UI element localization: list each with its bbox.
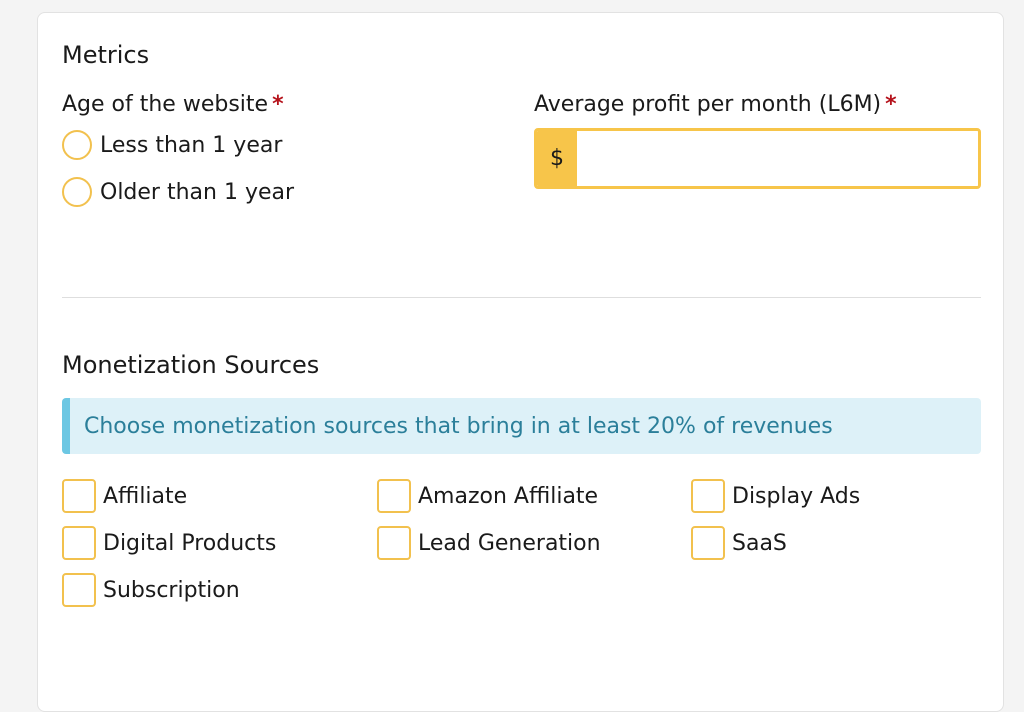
profit-label-text: Average profit per month (L6M) bbox=[534, 92, 882, 117]
checkbox-label: Lead Generation bbox=[418, 530, 601, 556]
radio-circle-icon[interactable] bbox=[62, 177, 92, 207]
checkbox-icon[interactable] bbox=[691, 479, 725, 513]
checkbox-label: Amazon Affiliate bbox=[418, 483, 599, 509]
radio-label: Less than 1 year bbox=[100, 132, 283, 158]
checkbox-saas[interactable]: SaaS bbox=[691, 526, 787, 560]
age-label-text: Age of the website bbox=[62, 92, 269, 117]
checkbox-icon[interactable] bbox=[691, 526, 725, 560]
age-field-label: Age of the website * bbox=[62, 92, 284, 117]
checkbox-icon[interactable] bbox=[62, 479, 96, 513]
checkbox-icon[interactable] bbox=[62, 526, 96, 560]
checkbox-label: Subscription bbox=[103, 577, 240, 603]
profit-input[interactable] bbox=[577, 131, 978, 186]
checkbox-subscription[interactable]: Subscription bbox=[62, 573, 240, 607]
profit-required-marker: * bbox=[885, 92, 897, 117]
checkbox-affiliate[interactable]: Affiliate bbox=[62, 479, 187, 513]
radio-label: Older than 1 year bbox=[100, 179, 295, 205]
info-alert-text: Choose monetization sources that bring i… bbox=[84, 413, 833, 439]
metrics-section-title: Metrics bbox=[62, 41, 150, 69]
currency-prefix: $ bbox=[537, 131, 577, 186]
checkbox-label: Display Ads bbox=[732, 483, 861, 509]
checkbox-amazon-affiliate[interactable]: Amazon Affiliate bbox=[377, 479, 598, 513]
checkbox-label: SaaS bbox=[732, 530, 787, 556]
checkbox-icon[interactable] bbox=[377, 479, 411, 513]
monetization-info-alert: Choose monetization sources that bring i… bbox=[62, 398, 981, 454]
metrics-form-card: Metrics Age of the website * Less than 1 … bbox=[37, 12, 1004, 712]
checkbox-display-ads[interactable]: Display Ads bbox=[691, 479, 860, 513]
age-required-marker: * bbox=[272, 92, 284, 117]
checkbox-digital-products[interactable]: Digital Products bbox=[62, 526, 276, 560]
checkbox-icon[interactable] bbox=[62, 573, 96, 607]
monetization-section-title: Monetization Sources bbox=[62, 351, 320, 379]
profit-field-label: Average profit per month (L6M) * bbox=[534, 92, 897, 117]
checkbox-icon[interactable] bbox=[377, 526, 411, 560]
profit-input-group: $ bbox=[534, 128, 981, 189]
checkbox-lead-generation[interactable]: Lead Generation bbox=[377, 526, 601, 560]
radio-older-than-1-year[interactable]: Older than 1 year bbox=[62, 177, 294, 207]
checkbox-label: Affiliate bbox=[103, 483, 188, 509]
checkbox-label: Digital Products bbox=[103, 530, 277, 556]
section-divider bbox=[62, 297, 981, 298]
radio-less-than-1-year[interactable]: Less than 1 year bbox=[62, 130, 282, 160]
radio-circle-icon[interactable] bbox=[62, 130, 92, 160]
